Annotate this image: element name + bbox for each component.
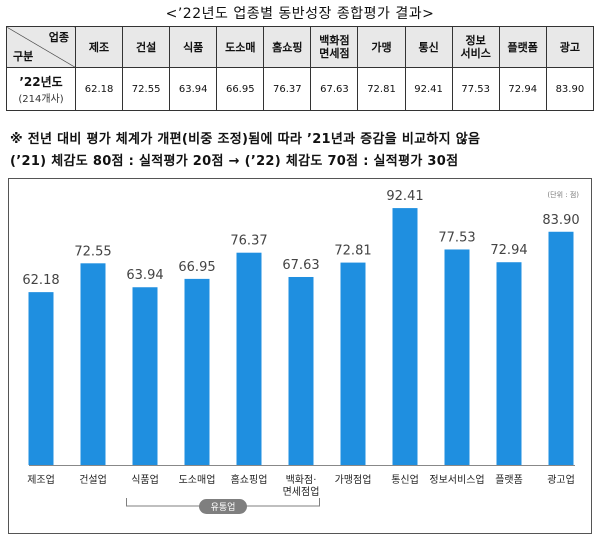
note-line-2: (’21) 체감도 80점 : 실적평가 20점 → (’22) 체감도 70점… — [10, 154, 459, 169]
bar-value-label: 76.37 — [230, 234, 267, 249]
bar — [236, 252, 262, 465]
summary-table: 업종 구분 제조 건설 식품 도소매 홈쇼핑 백화점 면세점 가맹 통신 정보 서비스 플랫폼 광고 ’… — [6, 26, 595, 111]
table-value-row: ’22년도 (214개사) 62.18 72.55 63.94 66.95 76.37 6… — [6, 67, 595, 111]
table-header-cell: 제조 — [74, 26, 124, 68]
table-value-cell: 72.55 — [122, 67, 171, 111]
category-label: 건설업 — [79, 473, 107, 486]
table-value-cell: 72.81 — [357, 67, 406, 111]
category-label: 백화점· — [286, 474, 317, 486]
table-value-cell: 67.63 — [310, 67, 359, 111]
bar-value-label: 67.63 — [282, 258, 319, 273]
table-value-cell: 63.94 — [169, 67, 218, 111]
category-label: 광고업 — [547, 473, 575, 486]
bar-value-label: 63.94 — [126, 268, 163, 283]
category-label: 플랫폼 — [495, 474, 523, 486]
bar — [392, 208, 418, 465]
page-title: <’22년도 업종별 동반성장 종합평가 결과> — [165, 6, 435, 22]
table-value-cell: 92.41 — [404, 67, 453, 111]
corner-label-industry: 업종 — [48, 31, 69, 44]
table-header-cell: 통신 — [404, 26, 453, 68]
category-label: 통신업 — [391, 473, 419, 486]
table-header-cell: 식품 — [169, 26, 218, 68]
table-header-cell: 홈쇼핑 — [263, 26, 312, 68]
category-label: 제조업 — [27, 473, 55, 486]
category-label: 정보서비스업 — [429, 473, 484, 486]
table-header-text: 제조 — [88, 40, 110, 54]
table-header-text: 통신 — [418, 40, 439, 54]
bar — [288, 276, 314, 465]
bar — [444, 249, 470, 465]
table-header-text: 도소매 — [225, 40, 256, 54]
table-corner-cell: 업종 구분 — [6, 26, 76, 68]
bar-value-label: 72.81 — [334, 244, 371, 259]
corner-label-category: 구분 — [13, 50, 34, 63]
table-header-cell: 가맹 — [357, 26, 406, 68]
chart-container: (단위 : 점) 62.18 제조업 72.55 건설업 63.94 식품업 66.95 도소… — [8, 178, 592, 534]
table-header-text: 정보 — [465, 34, 486, 47]
bar — [132, 287, 158, 465]
category-label: 홈쇼핑업 — [231, 473, 268, 486]
row-header-2022: ’22년도 (214개사) — [6, 67, 76, 111]
table-header-text: 서비스 — [460, 47, 491, 60]
table-header-text: 가맹 — [371, 40, 392, 54]
bar-chart: 62.18 제조업 72.55 건설업 63.94 식품업 66.95 도소매업 76.37 홈쇼… — [22, 189, 580, 514]
table-header-text: 식품 — [183, 40, 204, 54]
table-header-row: 업종 구분 제조 건설 식품 도소매 홈쇼핑 백화점 면세점 가맹 통신 정보 서비스 플랫폼 광고 — [6, 26, 595, 68]
category-label: 가맹점업 — [335, 473, 372, 486]
table-header-text: 백화점 — [319, 34, 350, 47]
table-value-cell: 76.37 — [263, 67, 312, 111]
bar-value-label: 92.41 — [386, 189, 423, 204]
bar-value-label: 72.94 — [490, 243, 527, 258]
table-value-cell: 66.95 — [216, 67, 265, 111]
row-year-label: ’22년도 — [19, 75, 63, 89]
group-label: 유통업 — [211, 502, 236, 513]
table-header-text: 플랫폼 — [507, 40, 538, 54]
table-value-cell: 72.94 — [498, 67, 547, 111]
bar-value-label: 83.90 — [542, 213, 579, 228]
bar-value-label: 72.55 — [74, 244, 111, 259]
bar — [548, 231, 574, 465]
table-header-text: 건설 — [135, 40, 157, 54]
category-label: 식품업 — [131, 473, 159, 486]
table-header-cell: 플랫폼 — [498, 26, 547, 68]
bar — [184, 278, 210, 465]
table-header-cell: 도소매 — [216, 26, 265, 68]
bar-value-label: 77.53 — [438, 230, 475, 245]
table-value-cell: 62.18 — [74, 67, 124, 111]
table-header-text: 홈쇼핑 — [272, 40, 303, 54]
bar — [340, 262, 366, 465]
bar-value-label: 66.95 — [178, 260, 215, 275]
table-header-cell: 건설 — [122, 26, 171, 68]
group-badge — [199, 499, 247, 514]
table-header-text: 광고 — [559, 40, 581, 54]
chart-unit-label: (단위 : 점) — [547, 191, 579, 199]
bar — [80, 263, 106, 465]
category-label: 면세점업 — [283, 485, 320, 498]
table-header-cell: 정보 서비스 — [451, 26, 500, 68]
bar-value-label: 62.18 — [22, 273, 59, 288]
bar — [28, 292, 54, 465]
bar — [496, 262, 522, 465]
table-value-cell: 77.53 — [451, 67, 500, 111]
category-label: 도소매업 — [179, 473, 216, 486]
row-count-label: (214개사) — [18, 94, 64, 105]
table-value-cell: 83.90 — [545, 67, 595, 111]
table-header-cell: 광고 — [545, 26, 595, 68]
note-line-1: ※ 전년 대비 평가 체계가 개편(비중 조정)됨에 따라 ’21년과 증감을 … — [10, 132, 481, 147]
table-header-text: 면세점 — [319, 47, 350, 60]
table-header-cell: 백화점 면세점 — [310, 26, 359, 68]
